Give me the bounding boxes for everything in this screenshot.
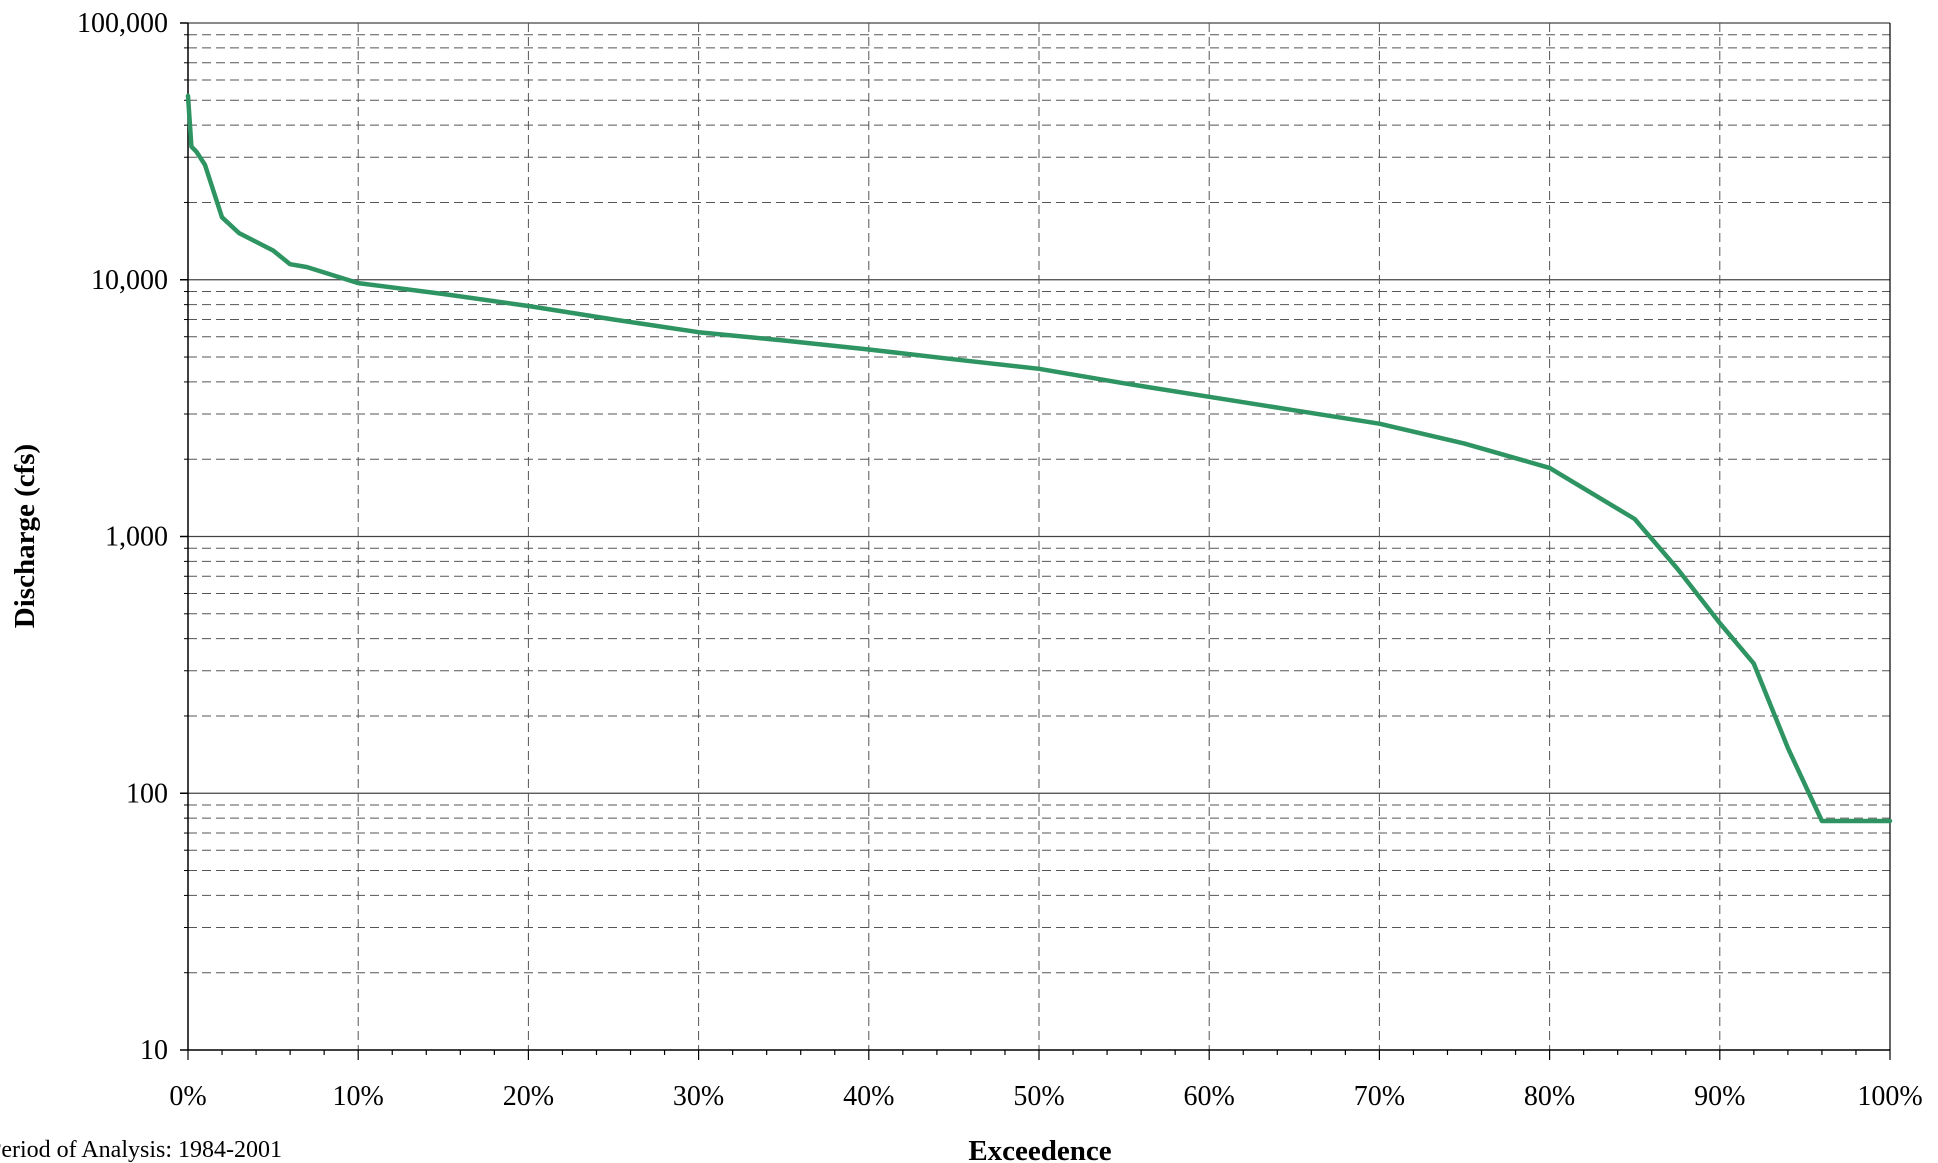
y-axis-title: Discharge (cfs): [9, 444, 41, 628]
analysis-period-note: Period of Analysis: 1984-2001: [0, 1137, 282, 1163]
grid: [188, 22, 1890, 1050]
x-tick-label: 30%: [673, 1081, 724, 1112]
y-tick-label: 100: [126, 778, 168, 809]
x-tick-label: 10%: [333, 1081, 384, 1112]
x-tick-label: 70%: [1354, 1081, 1405, 1112]
x-tick-label: 90%: [1694, 1081, 1745, 1112]
tick-labels: 0% 10% 20% 30% 40% 50% 60% 70% 80% 90% 100% 10 100 1,…: [77, 8, 1923, 1112]
series-layer: [185, 93, 1893, 824]
x-tick-label: 0%: [169, 1081, 206, 1112]
y-tick-label: 1,000: [105, 522, 168, 553]
x-tick-label: 20%: [503, 1081, 554, 1112]
x-tick-label: 50%: [1013, 1081, 1064, 1112]
x-tick-label: 100%: [1857, 1081, 1922, 1112]
x-tick-label: 40%: [843, 1081, 894, 1112]
y-tick-label: 100,000: [77, 8, 168, 39]
series-line: [185, 93, 1893, 824]
y-tick-label: 10,000: [91, 265, 168, 296]
x-axis-title: Exceedence: [968, 1135, 1111, 1161]
axes: [180, 22, 1891, 1060]
y-tick-label: 10: [140, 1035, 168, 1066]
x-tick-label: 60%: [1184, 1081, 1235, 1112]
x-tick-label: 80%: [1524, 1081, 1575, 1112]
